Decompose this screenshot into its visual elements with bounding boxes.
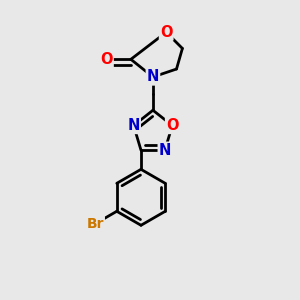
Text: N: N xyxy=(147,70,159,85)
Text: N: N xyxy=(159,143,171,158)
Text: O: O xyxy=(160,25,172,40)
Text: Br: Br xyxy=(86,217,104,231)
Text: O: O xyxy=(166,118,178,133)
Text: N: N xyxy=(128,118,140,133)
Text: O: O xyxy=(100,52,113,67)
